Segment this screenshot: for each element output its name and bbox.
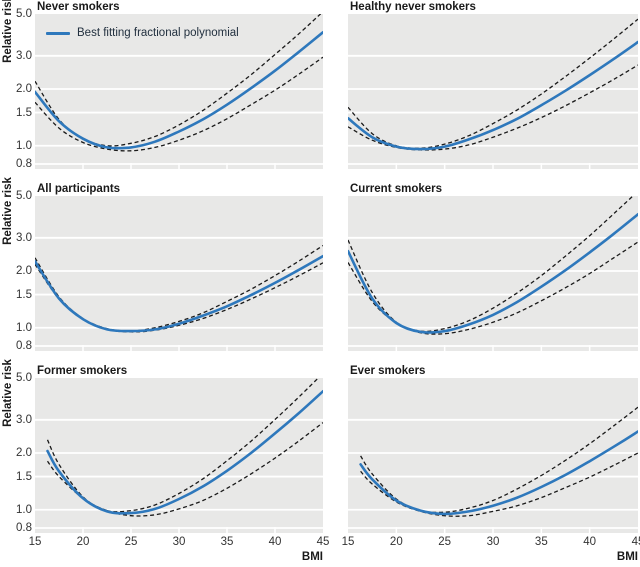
panel-title-never-smokers: Never smokers bbox=[37, 1, 120, 13]
panel-title-ever-smokers: Ever smokers bbox=[350, 365, 426, 377]
y-tick-label: 1.5 bbox=[16, 106, 32, 119]
legend: Best fitting fractional polynomial bbox=[46, 26, 239, 40]
x-tick-label: 30 bbox=[486, 536, 500, 548]
panel-title-healthy-never-smokers: Healthy never smokers bbox=[350, 1, 476, 13]
x-tick-label: 20 bbox=[389, 536, 403, 548]
panel-title-current-smokers: Current smokers bbox=[350, 183, 443, 195]
y-tick-label: 5.0 bbox=[16, 8, 32, 20]
y-tick-label: 3.0 bbox=[16, 413, 32, 426]
x-axis-label-left: BMI bbox=[301, 551, 323, 563]
y-tick-label: 1.0 bbox=[16, 321, 32, 334]
legend-label: Best fitting fractional polynomial bbox=[77, 27, 239, 39]
y-tick-label: 2.0 bbox=[16, 83, 32, 95]
y-tick-label: 1.0 bbox=[16, 139, 32, 152]
y-tick-label: 0.8 bbox=[16, 522, 32, 534]
x-tick-label: 35 bbox=[534, 536, 548, 548]
plot-former-smokers bbox=[35, 378, 323, 533]
y-tick-label: 5.0 bbox=[16, 190, 32, 202]
plot-ever-smokers bbox=[348, 378, 638, 533]
y-tick-label: 1.0 bbox=[16, 503, 32, 516]
x-axis-label-right: BMI bbox=[616, 551, 638, 563]
x-tick-label: 25 bbox=[438, 536, 452, 548]
panel-title-former-smokers: Former smokers bbox=[37, 365, 128, 377]
x-tick-label: 40 bbox=[583, 536, 597, 548]
y-tick-label: 1.5 bbox=[16, 470, 32, 483]
plot-never-smokers bbox=[35, 14, 323, 169]
legend-line-sample bbox=[46, 31, 70, 35]
panel-title-all-participants: All participants bbox=[37, 183, 121, 195]
y-tick-label: 2.0 bbox=[16, 265, 32, 277]
x-tick-label: 45 bbox=[631, 536, 640, 548]
x-tick-label: 25 bbox=[124, 536, 138, 548]
x-tick-label: 35 bbox=[220, 536, 234, 548]
x-tick-label: 15 bbox=[28, 536, 42, 548]
plot-all-participants bbox=[35, 196, 323, 351]
y-tick-label: 3.0 bbox=[16, 49, 32, 62]
plot-current-smokers bbox=[348, 196, 638, 351]
x-tick-label: 15 bbox=[341, 536, 355, 548]
x-tick-label: 40 bbox=[268, 536, 282, 548]
x-tick-label: 20 bbox=[76, 536, 90, 548]
x-tick-label: 30 bbox=[172, 536, 186, 548]
x-tick-label: 45 bbox=[316, 536, 330, 548]
y-tick-label: 5.0 bbox=[16, 372, 32, 384]
y-tick-label: 2.0 bbox=[16, 447, 32, 459]
plot-healthy-never-smokers bbox=[348, 14, 638, 169]
y-tick-label: 1.5 bbox=[16, 288, 32, 301]
y-tick-label: 3.0 bbox=[16, 231, 32, 244]
y-tick-label: 0.8 bbox=[16, 158, 32, 170]
y-tick-label: 0.8 bbox=[16, 340, 32, 352]
